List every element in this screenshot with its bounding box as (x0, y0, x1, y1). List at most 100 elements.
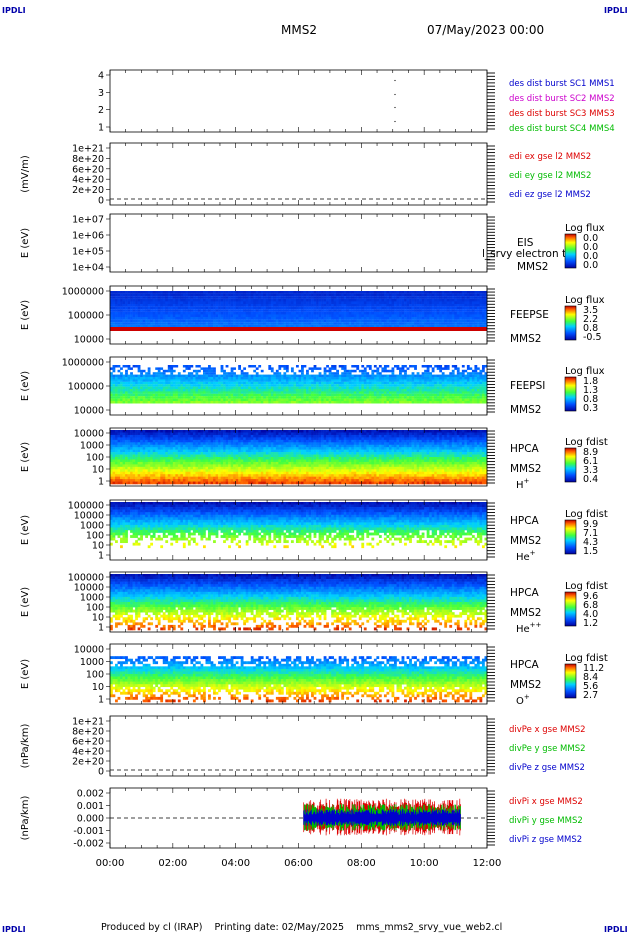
y-tick-label-p1: 1 (98, 123, 104, 134)
y-tick-label-p9: 1000 (80, 657, 104, 668)
y-tick-label-p7: 1000 (80, 521, 104, 532)
colorbar-tick-p6: 6.1 (583, 456, 598, 467)
y-axis-label-p4: E (eV) (20, 300, 31, 330)
colorbar-tick-p4: 3.5 (583, 305, 598, 316)
y-tick-label-p10: 8e+20 (72, 727, 104, 738)
y-tick-label-p3: 1e+07 (72, 215, 104, 226)
spectrogram-p8 (110, 574, 488, 631)
legend-entry-p2: edi ex gse l2 MMS2 (509, 152, 591, 162)
corner-label-right: IPDLI (604, 6, 628, 15)
y-axis-label-p3: E (eV) (20, 228, 31, 258)
y-tick-label-p6: 100 (86, 453, 104, 464)
x-tick-label: 04:00 (221, 858, 250, 869)
legend-entry-p10: divPe y gse MMS2 (509, 744, 586, 754)
colorbar-tick-p4: -0.5 (583, 332, 602, 343)
y-tick-label-p6: 10000 (74, 429, 104, 440)
legend-entry-p11: divPi y gse MMS2 (509, 816, 583, 826)
x-tick-label: 10:00 (410, 858, 439, 869)
colorbar-title-p9: Log fdist (565, 653, 608, 664)
legend-entry-p10: divPe x gse MMS2 (509, 725, 586, 735)
y-tick-label-p11: -0.002 (73, 839, 104, 850)
y-axis-label-p5: E (eV) (20, 371, 31, 401)
legend-p10: divPe x gse MMS2 divPe y gse MMS2 divPe z … (509, 725, 586, 773)
y-tick-label-p10: 1e+21 (72, 717, 104, 728)
series-blue-p11 (303, 808, 461, 827)
x-tick-label: 00:00 (96, 858, 125, 869)
y-tick-label-p2: 2e+20 (72, 185, 104, 196)
colorbar-tick-p5: 1.8 (583, 376, 598, 387)
spectrogram-p4 (110, 291, 488, 331)
y-tick-label-p11: -0.001 (73, 826, 104, 837)
legend-entry-p1: des dist burst SC3 MMS3 (509, 109, 615, 119)
colorbar-tick-p7: 4.3 (583, 537, 598, 548)
colorbar-title-p7: Log fdist (565, 509, 608, 520)
panel-label-p9-1: MMS2 (510, 679, 541, 691)
y-tick-label-p6: 1 (98, 477, 104, 488)
colorbar-tick-p8: 9.6 (583, 591, 598, 602)
panel-label-p9-0: HPCA (510, 659, 540, 671)
y-tick-label-p8: 10 (92, 613, 104, 624)
colorbar-tick-p4: 0.8 (583, 323, 598, 334)
date-title: 07/May/2023 00:00 (427, 23, 544, 37)
frame-p2 (109, 142, 488, 206)
y-axis-label-p2: (mV/m) (20, 155, 31, 193)
y-tick-label-p6: 10 (92, 465, 104, 476)
y-tick-label-p2: 8e+20 (72, 154, 104, 165)
colorbar-tick-p9: 11.2 (583, 663, 604, 674)
y-tick-label-p9: 10000 (74, 645, 104, 656)
y-tick-label-p2: 1e+21 (72, 144, 104, 155)
species-label-p6: H+ (516, 477, 530, 491)
y-tick-label-p11: 0.000 (77, 814, 104, 825)
panel-label-p4-0: FEEPSE (510, 309, 549, 321)
y-tick-label-p9: 1 (98, 695, 104, 706)
y-tick-label-p10: 4e+20 (72, 747, 104, 758)
panel-label-p3-0: EIS (517, 237, 534, 249)
x-tick-label: 02:00 (158, 858, 187, 869)
legend-p11: divPi x gse MMS2 divPi y gse MMS2 divPi z … (509, 797, 583, 845)
colorbar-tick-p3: 0.0 (583, 260, 598, 271)
y-tick-label-p4: 100000 (68, 311, 104, 322)
colorbar-tick-p8: 6.8 (583, 600, 598, 611)
legend-p1: des dist burst SC1 MMS1 des dist burst SC… (509, 79, 615, 134)
panel-label-p8-1: MMS2 (510, 607, 541, 619)
y-tick-label-p10: 6e+20 (72, 737, 104, 748)
frame-p3 (109, 213, 488, 273)
panel-p1: des dist burst SC1 MMS1 des dist burst SC… (98, 69, 615, 134)
y-tick-label-p8: 1 (98, 623, 104, 634)
y-tick-label-p3: 1e+06 (72, 231, 104, 242)
colorbar-title-p8: Log fdist (565, 581, 608, 592)
y-tick-label-p5: 100000 (68, 382, 104, 393)
y-tick-label-p10: 2e+20 (72, 757, 104, 768)
panel-label-p8-0: HPCA (510, 587, 540, 599)
species-label-p7: He+ (516, 549, 536, 563)
legend-entry-p11: divPi x gse MMS2 (509, 797, 583, 807)
x-tick-label: 06:00 (284, 858, 313, 869)
panel-label-p4-1: MMS2 (510, 333, 541, 345)
y-tick-label-p11: 0.001 (77, 801, 104, 812)
colorbar-tick-p7: 9.9 (583, 519, 598, 530)
y-tick-label-p7: 10 (92, 541, 104, 552)
panel-label-p6-1: MMS2 (510, 463, 541, 475)
colorbar-title-p5: Log flux (565, 366, 605, 377)
y-tick-label-p7: 100 (86, 531, 104, 542)
panel-label-p5-1: MMS2 (510, 404, 541, 416)
panel-p2: edi ex gse l2 MMS2 edi ey gse l2 MMS2 edi … (20, 142, 591, 207)
panel-label-p3-1: MMS2 (517, 261, 548, 273)
y-tick-label-p7: 1 (98, 551, 104, 562)
y-tick-label-p3: 1e+04 (72, 263, 104, 274)
y-tick-label-p2: 4e+20 (72, 175, 104, 186)
y-tick-label-p2: 0 (98, 196, 104, 207)
legend-entry-p2: edi ey gse l2 MMS2 (509, 171, 591, 181)
spectrogram-p5 (110, 365, 488, 404)
colorbar-tick-p3: 0.0 (583, 251, 598, 262)
y-tick-label-p9: 100 (86, 670, 104, 681)
time-axis: 00:00 02:00 04:00 06:00 08:00 10:00 12:00 (96, 858, 502, 869)
colorbar-tick-p6: 0.4 (583, 474, 598, 485)
colorbar-tick-p3: 0.0 (583, 242, 598, 253)
y-tick-label-p7: 10000 (74, 511, 104, 522)
y-tick-label-p5: 10000 (74, 406, 104, 417)
colorbar-tick-p9: 5.6 (583, 681, 598, 692)
